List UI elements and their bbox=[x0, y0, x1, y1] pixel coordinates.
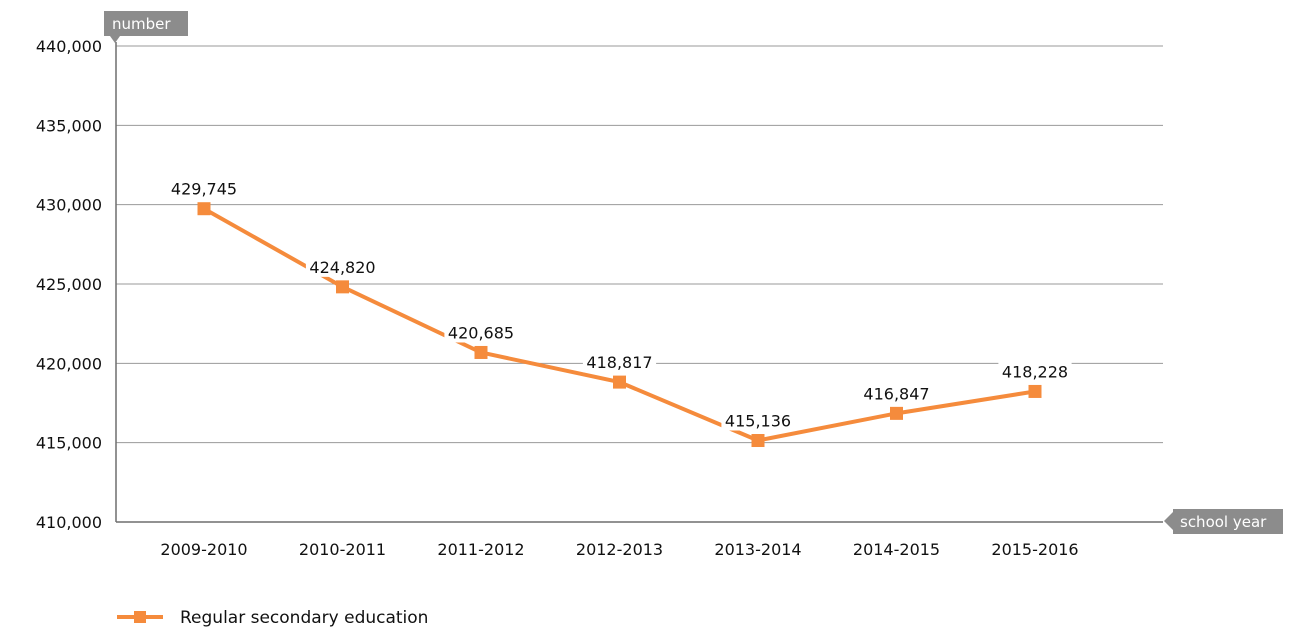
data-label-background bbox=[582, 352, 657, 373]
data-label: 418,228 bbox=[1002, 362, 1068, 381]
y-tick-label: 440,000 bbox=[36, 37, 102, 56]
y-tick-label: 415,000 bbox=[36, 434, 102, 453]
x-tick-label: 2014-2015 bbox=[853, 540, 940, 559]
data-label-background bbox=[167, 178, 241, 199]
data-point bbox=[613, 375, 626, 389]
x-axis: 2009-2010 2010-2011 2011-2012 2012-2013 2013… bbox=[160, 540, 1078, 559]
grid-lines bbox=[116, 45, 1163, 523]
data-label-background bbox=[859, 383, 934, 404]
x-tick-label: 2012-2013 bbox=[576, 540, 663, 559]
x-tick-label: 2013-2014 bbox=[714, 540, 801, 559]
x-axis-title-badge: school year bbox=[1164, 509, 1283, 534]
y-tick-label: 410,000 bbox=[36, 513, 102, 532]
data-label-background bbox=[721, 410, 795, 431]
data-label: 429,745 bbox=[171, 180, 237, 199]
y-tick-label: 435,000 bbox=[36, 116, 102, 135]
data-point bbox=[1028, 384, 1042, 398]
data-point bbox=[336, 280, 349, 294]
x-tick-label: 2015-2016 bbox=[991, 540, 1078, 559]
data-point bbox=[751, 434, 765, 448]
data-label: 415,136 bbox=[725, 412, 791, 431]
data-label: 420,685 bbox=[448, 323, 514, 342]
data-label-background bbox=[305, 256, 380, 277]
data-label: 424,820 bbox=[309, 258, 375, 277]
x-axis-title: school year bbox=[1180, 513, 1267, 531]
legend-marker-swatch bbox=[134, 611, 146, 623]
legend-entry-label: Regular secondary education bbox=[180, 608, 428, 628]
y-tick-label: 425,000 bbox=[36, 275, 102, 294]
y-axis: 410,000 415,000 420,000 425,000 430,000 435,0… bbox=[36, 37, 117, 532]
y-tick-label: 420,000 bbox=[36, 354, 102, 373]
data-label-background bbox=[444, 322, 518, 343]
y-axis-title-badge: number bbox=[104, 11, 188, 43]
series-group: 429,745 424,820 420,685 418,817 415,136 416,8… bbox=[167, 178, 1072, 448]
data-label: 418,817 bbox=[586, 353, 652, 372]
legend: Regular secondary education bbox=[117, 608, 428, 628]
y-tick-label: 430,000 bbox=[36, 196, 102, 215]
data-point bbox=[890, 406, 903, 420]
x-tick-label: 2009-2010 bbox=[160, 540, 247, 559]
data-point bbox=[474, 345, 488, 359]
data-label-background bbox=[998, 361, 1072, 382]
series-line bbox=[203, 206, 1036, 443]
x-tick-label: 2011-2012 bbox=[437, 540, 524, 559]
y-axis-title: number bbox=[112, 15, 171, 33]
data-label: 416,847 bbox=[863, 384, 929, 403]
data-point bbox=[197, 202, 211, 216]
x-tick-label: 2010-2011 bbox=[299, 540, 386, 559]
